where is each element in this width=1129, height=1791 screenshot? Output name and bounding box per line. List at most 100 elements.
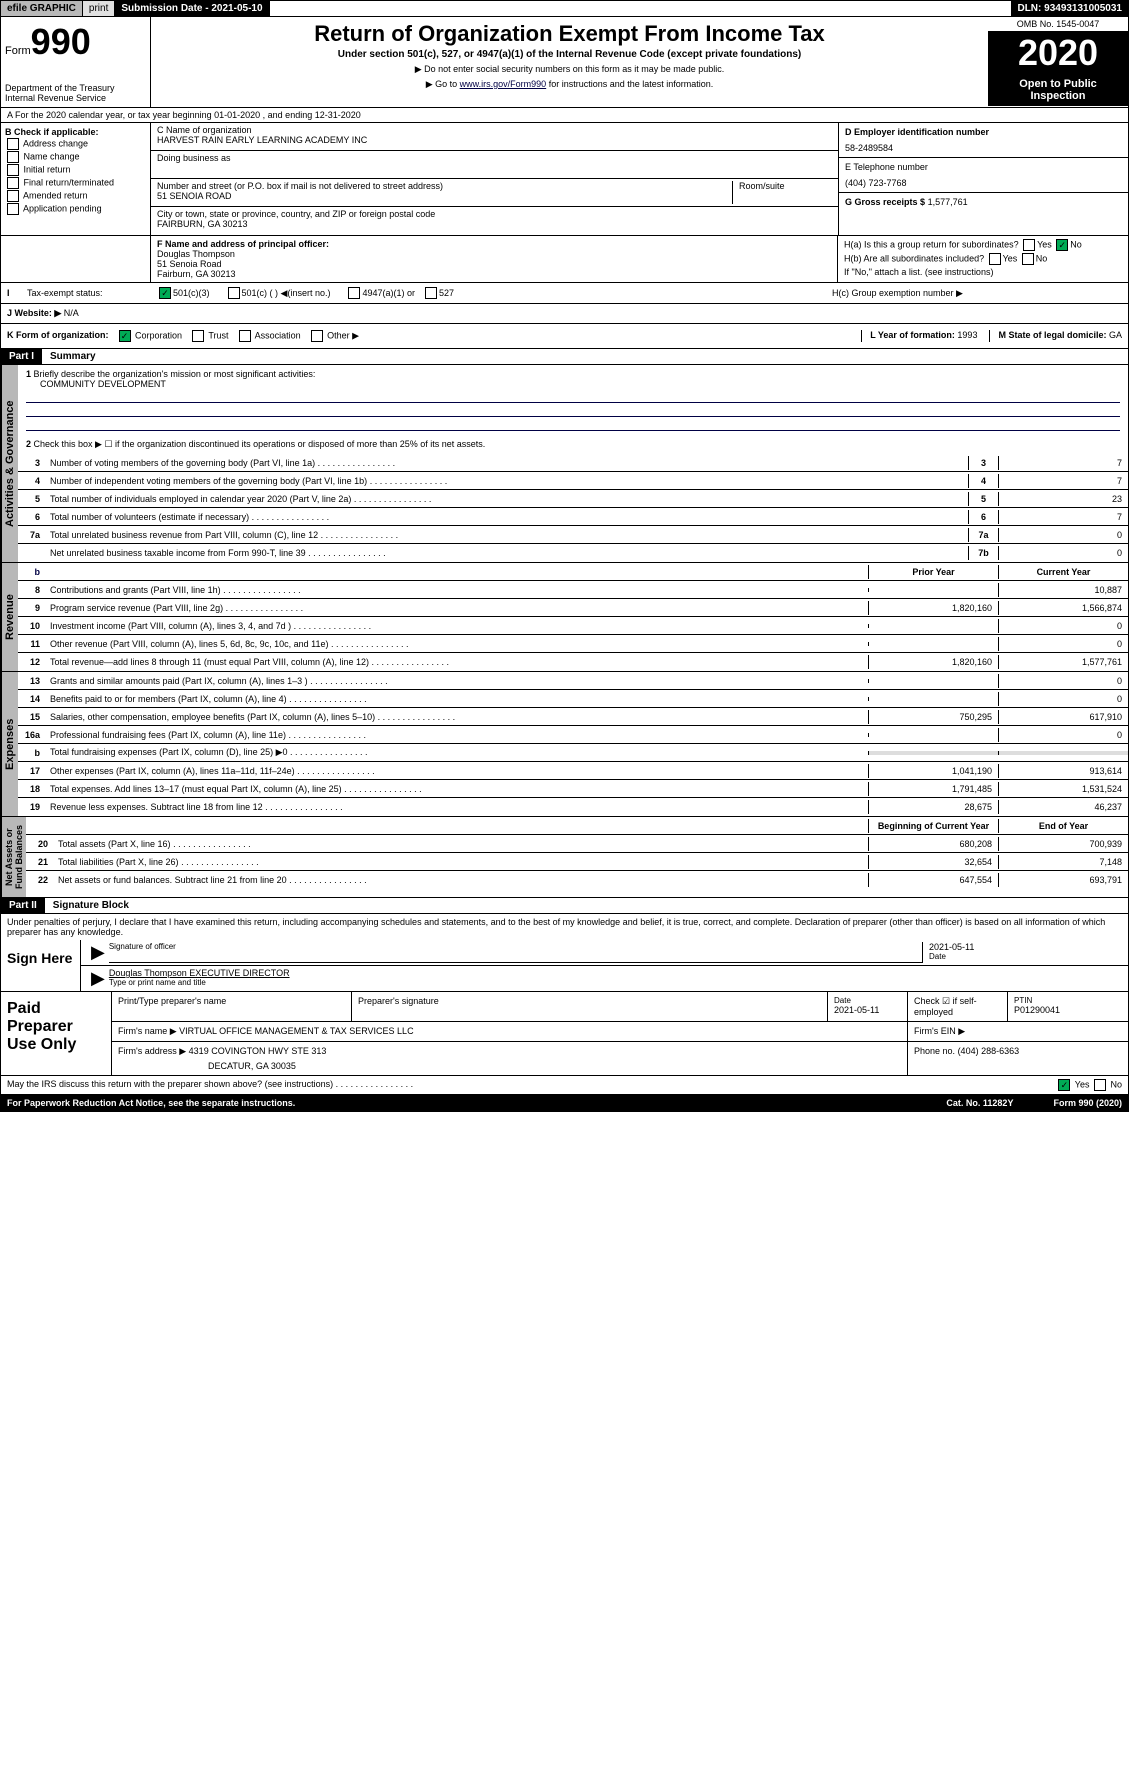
part1-header-row: Part I Summary — [0, 349, 1129, 365]
summary-line: 3 Number of voting members of the govern… — [18, 454, 1128, 472]
prep-date: 2021-05-11 — [834, 1005, 901, 1015]
paid-preparer-section: Paid Preparer Use Only Print/Type prepar… — [0, 992, 1129, 1076]
efile-label: efile GRAPHIC — [1, 1, 83, 16]
summary-line: 6 Total number of volunteers (estimate i… — [18, 508, 1128, 526]
column-b: B Check if applicable: Address change Na… — [1, 123, 151, 235]
discuss-label: May the IRS discuss this return with the… — [7, 1079, 413, 1091]
ptin-value: P01290041 — [1014, 1005, 1122, 1015]
dba-label: Doing business as — [157, 153, 832, 176]
website-row: J Website: ▶ N/A — [0, 304, 1129, 324]
check-initial-return[interactable]: Initial return — [5, 164, 146, 176]
paid-preparer-label: Paid Preparer Use Only — [1, 992, 111, 1075]
m-box: M State of legal domicile: GA — [989, 330, 1122, 342]
arrow-icon: ▶ — [87, 942, 109, 963]
q1-label: Briefly describe the organization's miss… — [34, 369, 316, 379]
check-other[interactable]: Other ▶ — [309, 330, 359, 342]
dln-label: DLN: 93493131005031 — [1011, 1, 1128, 16]
col-b-heading: B Check if applicable: — [5, 127, 146, 137]
sig-date-label: Date — [929, 952, 1122, 961]
subtitle: Under section 501(c), 527, or 4947(a)(1)… — [161, 49, 978, 60]
firm-phone-label: Phone no. — [914, 1046, 955, 1056]
tax-status-label: Tax-exempt status: — [27, 288, 157, 298]
data-line: 8 Contributions and grants (Part VIII, l… — [18, 581, 1128, 599]
discuss-no[interactable] — [1094, 1079, 1106, 1091]
check-final-return[interactable]: Final return/terminated — [5, 177, 146, 189]
cat-no: Cat. No. 11282Y — [946, 1098, 1013, 1108]
gross-receipts-value: 1,577,761 — [928, 197, 968, 207]
ein-label: D Employer identification number — [845, 127, 1122, 137]
discuss-row: May the IRS discuss this return with the… — [0, 1076, 1129, 1095]
check-4947[interactable] — [348, 287, 360, 299]
begin-year-header: Beginning of Current Year — [868, 819, 998, 833]
revenue-section: Revenue b Prior Year Current Year 8 Cont… — [0, 563, 1129, 672]
firm-ein-label: Firm's EIN ▶ — [908, 1022, 1128, 1041]
data-line: 14 Benefits paid to or for members (Part… — [18, 690, 1128, 708]
firm-name: VIRTUAL OFFICE MANAGEMENT & TAX SERVICES… — [179, 1026, 413, 1036]
form-label: Form 990 (2020) — [1053, 1098, 1122, 1108]
check-501c[interactable] — [228, 287, 240, 299]
hc-label: H(c) Group exemption number ▶ — [832, 288, 1122, 299]
data-line: b Total fundraising expenses (Part IX, c… — [18, 744, 1128, 762]
part2-title: Signature Block — [45, 898, 137, 913]
k-row: K Form of organization: ✓ Corporation Tr… — [0, 324, 1129, 349]
part2-header-row: Part II Signature Block — [0, 898, 1129, 914]
data-line: 11 Other revenue (Part VIII, column (A),… — [18, 635, 1128, 653]
ptin-label: PTIN — [1014, 996, 1122, 1005]
note-2: ▶ Go to www.irs.gov/Form990 for instruct… — [161, 79, 978, 90]
q1-answer: COMMUNITY DEVELOPMENT — [40, 379, 1120, 389]
officer-name: Douglas Thompson — [157, 249, 831, 259]
preparer-name-label: Print/Type preparer's name — [112, 992, 352, 1021]
check-501c3[interactable]: ✓ — [159, 287, 171, 299]
gross-receipts-label: G Gross receipts $ — [845, 197, 925, 207]
print-button[interactable]: print — [83, 1, 115, 16]
typed-name: Douglas Thompson EXECUTIVE DIRECTOR — [109, 968, 1122, 978]
check-name-change[interactable]: Name change — [5, 151, 146, 163]
data-line: 19 Revenue less expenses. Subtract line … — [18, 798, 1128, 816]
city-address: FAIRBURN, GA 30213 — [157, 219, 832, 229]
data-line: 20 Total assets (Part X, line 16) 680,20… — [26, 835, 1128, 853]
form-header: Form990 Department of the Treasury Inter… — [0, 17, 1129, 108]
check-assoc[interactable]: Association — [237, 330, 301, 342]
sign-here-label: Sign Here — [1, 940, 81, 991]
check-application[interactable]: Application pending — [5, 203, 146, 215]
arrow-icon: ▶ — [87, 968, 109, 989]
part1-header: Part I — [1, 349, 42, 364]
governance-tab: Activities & Governance — [1, 365, 18, 562]
submission-date: Submission Date - 2021-05-10 — [115, 1, 269, 16]
assets-section: Net Assets or Fund Balances Beginning of… — [0, 817, 1129, 898]
b-label: b — [18, 567, 46, 577]
check-527[interactable] — [425, 287, 437, 299]
top-bar: efile GRAPHIC print Submission Date - 20… — [0, 0, 1129, 17]
org-name-label: C Name of organization — [157, 125, 832, 135]
irs-link[interactable]: www.irs.gov/Form990 — [460, 79, 547, 89]
summary-line: 4 Number of independent voting members o… — [18, 472, 1128, 490]
paperwork-notice: For Paperwork Reduction Act Notice, see … — [7, 1098, 295, 1108]
omb-number: OMB No. 1545-0047 — [988, 17, 1128, 32]
footer-row: For Paperwork Reduction Act Notice, see … — [0, 1095, 1129, 1112]
check-corp[interactable]: ✓ Corporation — [117, 330, 183, 342]
org-name: HARVEST RAIN EARLY LEARNING ACADEMY INC — [157, 135, 832, 145]
prior-year-header: Prior Year — [868, 565, 998, 579]
main-title: Return of Organization Exempt From Incom… — [161, 21, 978, 47]
data-line: 15 Salaries, other compensation, employe… — [18, 708, 1128, 726]
officer-label: F Name and address of principal officer: — [157, 239, 831, 249]
hb-label: H(b) Are all subordinates included? Yes … — [844, 253, 1122, 265]
tax-year: 2020 — [988, 32, 1128, 74]
form-word: Form — [5, 45, 31, 57]
phone-label: E Telephone number — [845, 162, 1122, 172]
check-trust[interactable]: Trust — [190, 330, 229, 342]
discuss-yes[interactable]: ✓ — [1058, 1079, 1070, 1091]
sig-date: 2021-05-11 — [929, 942, 1122, 952]
firm-city: DECATUR, GA 30035 — [208, 1061, 901, 1071]
note-1: ▶ Do not enter social security numbers o… — [161, 64, 978, 75]
check-address-change[interactable]: Address change — [5, 138, 146, 150]
check-amended[interactable]: Amended return — [5, 190, 146, 202]
preparer-sig-label: Preparer's signature — [352, 992, 828, 1021]
governance-section: Activities & Governance 1 Briefly descri… — [0, 365, 1129, 563]
end-year-header: End of Year — [998, 819, 1128, 833]
officer-addr2: Fairburn, GA 30213 — [157, 269, 831, 279]
firm-addr-label: Firm's address ▶ — [118, 1046, 186, 1056]
addr-label: Number and street (or P.O. box if mail i… — [157, 181, 732, 191]
summary-line: 7a Total unrelated business revenue from… — [18, 526, 1128, 544]
room-label: Room/suite — [732, 181, 832, 204]
